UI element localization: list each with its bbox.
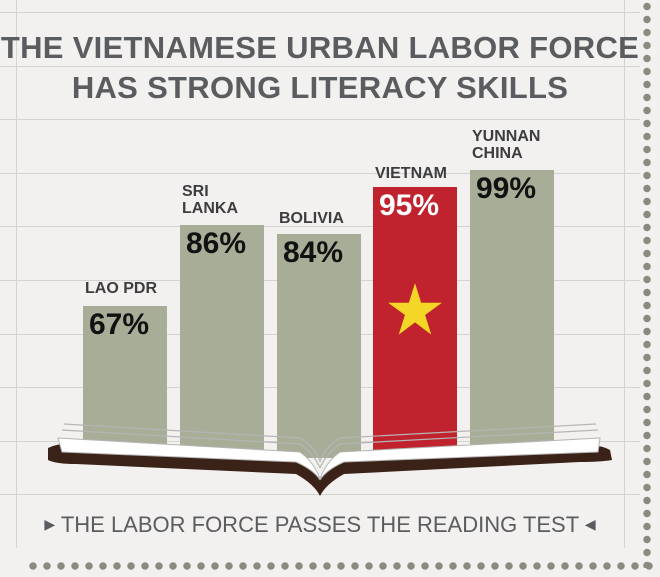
grid-line xyxy=(0,66,640,67)
bar-vietnam xyxy=(373,187,457,458)
footer-caption: ▶ THE LABOR FORCE PASSES THE READING TES… xyxy=(0,512,640,538)
grid-line xyxy=(0,494,640,495)
bar-sri-lanka xyxy=(180,225,264,458)
grid-line xyxy=(16,0,17,548)
bar-value-label: 84% xyxy=(283,236,344,269)
title-line-1: THE VIETNAMESE URBAN LABOR FORCE xyxy=(0,30,640,65)
grid-line xyxy=(0,173,640,174)
bar-category-label: BOLIVIA xyxy=(279,210,344,227)
triangle-right-icon: ▶ xyxy=(44,516,56,532)
grid-line xyxy=(0,119,640,120)
grid-line xyxy=(0,12,640,13)
dotted-border-bottom xyxy=(26,561,658,571)
bar-value-label: 67% xyxy=(89,308,150,341)
bar-value-label: 99% xyxy=(476,172,537,205)
triangle-left-icon: ◀ xyxy=(584,516,596,532)
bar-value-label: 95% xyxy=(379,189,440,222)
bar-category-label: VIETNAM xyxy=(375,165,447,182)
bar-yunnan-china xyxy=(470,170,554,458)
bar-category-label: YUNNAN CHINA xyxy=(472,128,541,162)
star-icon xyxy=(388,283,442,335)
grid-line xyxy=(624,0,625,548)
grid-line xyxy=(0,226,640,227)
bar-category-label: SRI LANKA xyxy=(182,183,238,217)
bar-category-label: LAO PDR xyxy=(85,280,157,297)
book-right-pages xyxy=(319,437,601,481)
dotted-border-right xyxy=(641,0,653,568)
footer-text: THE LABOR FORCE PASSES THE READING TEST xyxy=(60,512,579,537)
bar-bolivia xyxy=(277,234,361,458)
title-line-2: HAS STRONG LITERACY SKILLS xyxy=(71,70,569,105)
bar-value-label: 86% xyxy=(186,227,247,260)
